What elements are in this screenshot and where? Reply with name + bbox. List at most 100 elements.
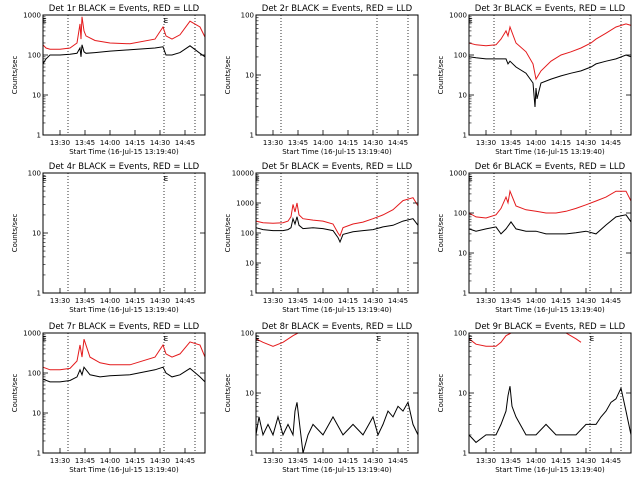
- y-tick-label: 1: [37, 132, 41, 140]
- y-tick-label: 1: [463, 290, 467, 298]
- y-tick-label: 1000: [23, 330, 41, 338]
- y-tick-label: 10: [32, 410, 41, 418]
- panel-title: Det 6r BLACK = Events, RED = LLD: [475, 162, 626, 172]
- lld-series-line: [468, 23, 632, 81]
- x-axis-label: Start Time (16-Jul-15 13:19:40): [69, 306, 179, 314]
- y-axis-label: Counts/sec: [437, 374, 445, 413]
- plot-frame: [468, 14, 632, 136]
- x-tick-label: 14:15: [338, 139, 358, 147]
- y-tick-label: 10: [32, 230, 41, 238]
- y-axis-label: Counts/sec: [437, 56, 445, 95]
- x-tick-label: 14:45: [388, 139, 408, 147]
- x-tick-label: 14:00: [100, 139, 120, 147]
- lld-series-line: [468, 189, 632, 219]
- x-tick-label: 13:45: [501, 457, 521, 465]
- plot-frame: [42, 332, 206, 454]
- y-tick-label: 1: [463, 450, 467, 458]
- y-tick-label: 10: [245, 390, 254, 398]
- y-tick-label: 100: [241, 330, 254, 338]
- y-axis-label: Counts/sec: [11, 374, 19, 413]
- y-axis-label: Counts/sec: [224, 374, 232, 413]
- y-tick-label: 1000: [449, 12, 467, 20]
- y-tick-label: 10000: [232, 170, 254, 178]
- x-tick-label: 14:30: [576, 297, 596, 305]
- y-tick-label: 10: [245, 72, 254, 80]
- panel-title: Det 8r BLACK = Events, RED = LLD: [262, 322, 413, 332]
- y-axis-label: Counts/sec: [224, 56, 232, 95]
- x-tick-label: 14:00: [313, 139, 333, 147]
- x-tick-label: 14:15: [551, 457, 571, 465]
- x-axis-label: Start Time (16-Jul-15 13:19:40): [495, 466, 605, 474]
- x-tick-label: 14:00: [313, 457, 333, 465]
- x-axis-label: Start Time (16-Jul-15 13:19:40): [282, 148, 392, 156]
- y-tick-label: 100: [454, 330, 467, 338]
- y-tick-label: 10: [245, 260, 254, 268]
- x-tick-label: 13:45: [75, 457, 95, 465]
- x-tick-label: 14:00: [100, 457, 120, 465]
- x-tick-label: 14:00: [526, 297, 546, 305]
- x-axis-label: Start Time (16-Jul-15 13:19:40): [282, 306, 392, 314]
- events-series-line: [468, 386, 632, 444]
- y-tick-label: 1000: [449, 170, 467, 178]
- e-marker: E: [164, 335, 168, 343]
- x-tick-label: 13:45: [288, 297, 308, 305]
- x-tick-label: 14:45: [601, 139, 621, 147]
- x-tick-label: 14:45: [601, 297, 621, 305]
- panel-det-3: Det 3r BLACK = Events, RED = LLDE1101001…: [437, 4, 632, 156]
- panel-title: Det 9r BLACK = Events, RED = LLD: [475, 322, 626, 332]
- x-tick-label: 14:30: [150, 457, 170, 465]
- x-tick-label: 14:45: [175, 139, 195, 147]
- e-marker: E: [377, 335, 381, 343]
- y-axis-label: Counts/sec: [224, 214, 232, 253]
- events-series-line: [255, 400, 419, 454]
- events-series-line: [42, 44, 206, 65]
- x-tick-label: 14:30: [150, 139, 170, 147]
- e-marker: E: [164, 17, 168, 25]
- lld-series-line: [255, 332, 303, 347]
- x-tick-label: 14:15: [338, 297, 358, 305]
- x-tick-label: 13:45: [501, 139, 521, 147]
- x-tick-label: 14:00: [313, 297, 333, 305]
- e-marker: E: [590, 335, 594, 343]
- x-tick-label: 13:30: [263, 297, 283, 305]
- x-tick-label: 14:45: [388, 457, 408, 465]
- x-tick-label: 14:30: [363, 457, 383, 465]
- x-tick-label: 13:45: [288, 457, 308, 465]
- y-tick-label: 100: [454, 210, 467, 218]
- y-tick-label: 10: [458, 250, 467, 258]
- y-tick-label: 100: [241, 230, 254, 238]
- lld-series-line: [42, 339, 206, 371]
- x-tick-label: 14:45: [175, 457, 195, 465]
- plot-frame: [255, 14, 419, 136]
- lld-series-line: [468, 332, 582, 347]
- events-series-line: [255, 216, 419, 244]
- y-tick-label: 10: [458, 92, 467, 100]
- x-tick-label: 14:30: [363, 139, 383, 147]
- y-tick-label: 1: [250, 290, 254, 298]
- x-tick-label: 14:30: [150, 297, 170, 305]
- panel-title: Det 3r BLACK = Events, RED = LLD: [475, 4, 626, 14]
- events-series-line: [42, 366, 206, 383]
- x-tick-label: 13:45: [75, 139, 95, 147]
- x-tick-label: 14:15: [551, 139, 571, 147]
- panel-det-2: Det 2r BLACK = Events, RED = LLD 1 10 100 13…: [224, 4, 419, 156]
- x-tick-label: 13:45: [501, 297, 521, 305]
- lld-series-line: [42, 16, 206, 50]
- x-tick-label: 14:45: [601, 457, 621, 465]
- panel-title: Det 5r BLACK = Events, RED = LLD: [262, 162, 413, 172]
- x-tick-label: 13:30: [476, 457, 496, 465]
- y-tick-label: 100: [28, 370, 41, 378]
- x-tick-label: 13:45: [75, 297, 95, 305]
- x-tick-label: 14:30: [363, 297, 383, 305]
- x-tick-label: 13:30: [476, 297, 496, 305]
- plot-frame: [255, 332, 419, 454]
- x-tick-label: 13:30: [50, 457, 70, 465]
- lld-series-line: [255, 197, 419, 237]
- e-marker: E: [255, 175, 259, 183]
- x-tick-label: 14:15: [551, 297, 571, 305]
- y-tick-label: 100: [28, 170, 41, 178]
- x-tick-label: 14:30: [576, 457, 596, 465]
- panel-title: Det 7r BLACK = Events, RED = LLD: [49, 322, 200, 332]
